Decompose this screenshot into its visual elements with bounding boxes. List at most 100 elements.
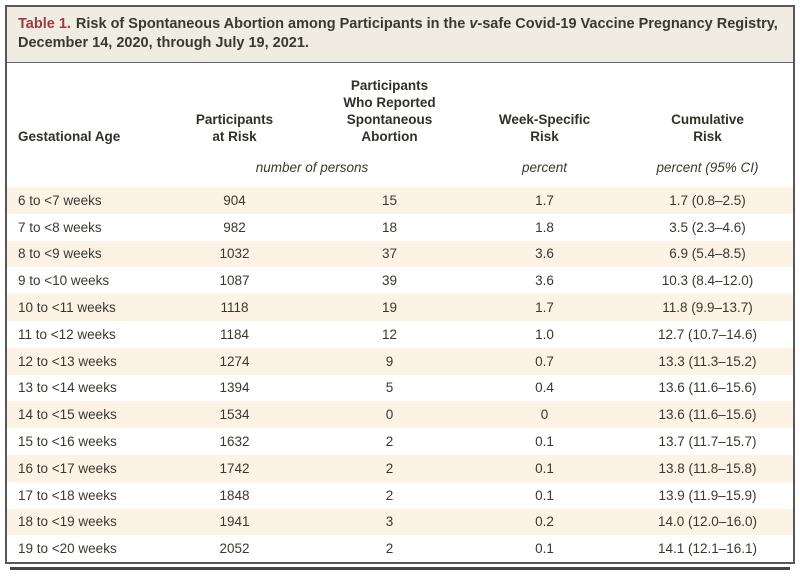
cell-week-specific-risk: 3.6 [535,273,554,289]
column-header-participants-at-risk: Participants at Risk [157,111,312,145]
cell-cumulative-risk: 13.6 (11.6–15.6) [658,407,757,423]
cell-week-specific-risk: 1.8 [535,219,554,235]
unit-row: number of persons percent percent (95% C… [7,160,793,187]
cell-gestational-age: 16 to <17 weeks [18,460,117,476]
cell-cumulative-risk: 3.5 (2.3–4.6) [669,219,746,235]
table-row: 9 to <10 weeks 1087 39 3.6 10.3 (8.4–12.… [7,267,793,294]
column-header-cumulative-risk: Cumulative Risk [622,111,793,145]
cell-reported-abortion: 2 [385,434,394,450]
cell-week-specific-risk: 0.1 [535,460,554,476]
cell-participants-at-risk: 2052 [219,541,250,557]
cell-gestational-age: 12 to <13 weeks [18,353,117,369]
cell-reported-abortion: 12 [381,326,398,342]
unit-percent: percent [521,160,568,175]
cell-week-specific-risk: 0.2 [535,514,554,530]
cell-cumulative-risk: 14.1 (12.1–16.1) [657,541,758,557]
cell-reported-abortion: 2 [385,460,394,476]
cell-gestational-age: 7 to <8 weeks [18,219,102,235]
cell-cumulative-risk: 11.8 (9.9–13.7) [662,300,753,316]
table-header: Gestational Age Participants at Risk Par… [7,63,793,187]
cell-week-specific-risk: 0.1 [535,434,554,450]
column-header-label: Participants Who Reported Spontaneous Ab… [343,78,436,144]
cell-cumulative-risk: 12.7 (10.7–14.6) [657,326,758,342]
table-row: 11 to <12 weeks 1184 12 1.0 12.7 (10.7–1… [7,321,793,348]
cell-gestational-age: 17 to <18 weeks [18,487,117,503]
column-header-reported-abortion: Participants Who Reported Spontaneous Ab… [312,77,467,145]
table-row: 18 to <19 weeks 1941 3 0.2 14.0 (12.0–16… [7,508,793,536]
table-row: 15 to <16 weeks 1632 2 0.1 13.7 (11.7–15… [7,428,793,455]
cell-reported-abortion: 19 [381,300,398,316]
cell-participants-at-risk: 1184 [219,326,250,342]
cell-week-specific-risk: 0.4 [535,380,554,396]
cell-gestational-age: 13 to <14 weeks [18,380,117,396]
cell-participants-at-risk: 1848 [219,487,250,503]
column-header-week-specific-risk: Week-Specific Risk [467,111,622,145]
cell-participants-at-risk: 1274 [219,353,250,369]
cell-gestational-age: 18 to <19 weeks [18,514,117,530]
column-header-label: Gestational Age [18,129,121,144]
cell-participants-at-risk: 982 [223,219,246,235]
cell-gestational-age: 8 to <9 weeks [18,246,102,262]
cell-participants-at-risk: 1632 [219,434,250,450]
bottom-rule [10,567,790,571]
column-header-label: Cumulative Risk [671,112,744,144]
cell-week-specific-risk: 3.6 [535,246,554,262]
cell-week-specific-risk: 1.0 [535,326,554,342]
cell-participants-at-risk: 1394 [219,380,250,396]
cell-reported-abortion: 3 [385,514,394,530]
cell-gestational-age: 10 to <11 weeks [18,300,116,316]
unit-spacer [7,160,157,175]
cell-cumulative-risk: 13.6 (11.6–15.6) [658,380,757,396]
cell-cumulative-risk: 1.7 (0.8–2.5) [669,192,746,208]
unit-number-of-persons: number of persons [255,160,369,175]
cell-week-specific-risk: 1.7 [535,300,554,316]
table-title-vsafe-v: v [469,16,478,32]
cell-cumulative-risk: 14.0 (12.0–16.0) [657,514,758,530]
column-header-gestational-age: Gestational Age [7,128,157,145]
cell-gestational-age: 9 to <10 weeks [18,273,110,289]
table-row: 17 to <18 weeks 1848 2 0.1 13.9 (11.9–15… [7,482,793,509]
cell-participants-at-risk: 904 [223,192,246,208]
table-row: 6 to <7 weeks 904 15 1.7 1.7 (0.8–2.5) [7,187,793,214]
cell-week-specific-risk: 0 [540,407,549,423]
cell-week-specific-risk: 0.7 [535,353,554,369]
table-row: 19 to <20 weeks 2052 2 0.1 14.1 (12.1–16… [7,535,793,562]
table-row: 10 to <11 weeks 1118 19 1.7 11.8 (9.9–13… [7,294,793,321]
cell-cumulative-risk: 13.8 (11.8–15.8) [658,460,757,476]
cell-gestational-age: 14 to <15 weeks [18,407,117,423]
cell-week-specific-risk: 1.7 [535,192,554,208]
table-row: 13 to <14 weeks 1394 5 0.4 13.6 (11.6–15… [7,375,793,402]
cell-reported-abortion: 39 [381,273,398,289]
cell-week-specific-risk: 0.1 [535,541,554,557]
cell-gestational-age: 19 to <20 weeks [18,541,117,557]
page: { "table": { "title": { "label": "Table … [0,5,800,576]
table-card: Table 1. Risk of Spontaneous Abortion amo… [5,5,795,565]
cell-gestational-age: 6 to <7 weeks [18,192,102,208]
cell-reported-abortion: 0 [385,407,394,423]
table-row: 16 to <17 weeks 1742 2 0.1 13.8 (11.8–15… [7,454,793,482]
cell-cumulative-risk: 13.9 (11.9–15.9) [658,487,757,503]
table-row: 7 to <8 weeks 982 18 1.8 3.5 (2.3–4.6) [7,214,793,241]
cell-reported-abortion: 2 [385,541,394,557]
cell-participants-at-risk: 1534 [219,407,250,423]
cell-cumulative-risk: 13.3 (11.3–15.2) [658,353,757,369]
cell-reported-abortion: 18 [381,219,398,235]
cell-reported-abortion: 2 [385,487,394,503]
cell-reported-abortion: 37 [381,246,398,262]
table-title-text-before: Risk of Spontaneous Abortion among Parti… [75,16,470,32]
cell-gestational-age: 11 to <12 weeks [18,326,116,342]
column-header-label: Participants at Risk [195,112,274,144]
column-header-row: Gestational Age Participants at Risk Par… [7,73,793,145]
cell-cumulative-risk: 13.7 (11.7–15.7) [658,434,757,450]
cell-reported-abortion: 5 [385,380,394,396]
table-title-text-after: -safe Covid-19 Vaccine Pregnancy Registr… [18,16,778,51]
cell-participants-at-risk: 1742 [219,460,250,476]
table-row: 14 to <15 weeks 1534 0 0 13.6 (11.6–15.6… [7,401,793,429]
cell-gestational-age: 15 to <16 weeks [18,434,117,450]
column-header-label: Week-Specific Risk [498,112,591,144]
cell-participants-at-risk: 1941 [219,514,250,530]
cell-reported-abortion: 9 [385,353,394,369]
table-row: 12 to <13 weeks 1274 9 0.7 13.3 (11.3–15… [7,347,793,375]
cell-cumulative-risk: 6.9 (5.4–8.5) [669,246,746,262]
table-title: Table 1. Risk of Spontaneous Abortion amo… [7,7,793,63]
